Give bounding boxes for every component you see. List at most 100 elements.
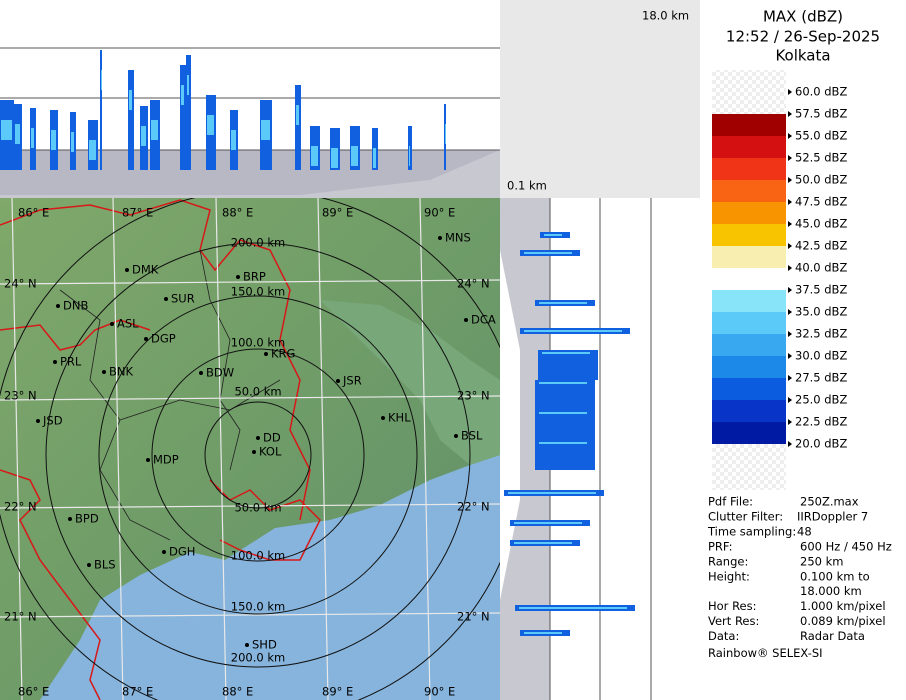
latitude-label: 21° N (457, 610, 490, 624)
longitude-label: 86° E (18, 685, 49, 699)
legend-swatch (712, 180, 786, 202)
legend-title: MAX (dBZ) (763, 8, 843, 26)
legend-swatch (712, 422, 786, 444)
city-dot (381, 416, 385, 420)
legend-tick (788, 309, 792, 315)
city-dot (36, 419, 40, 423)
info-key: Pdf File: (708, 495, 753, 509)
echo (535, 410, 595, 440)
echo (51, 130, 56, 150)
info-value: 0.089 km/pixel (800, 614, 886, 628)
city-dot (56, 304, 60, 308)
city-dot (464, 318, 468, 322)
parallel (0, 503, 500, 509)
city-dot (245, 643, 249, 647)
legend-label: 47.5 dBZ (795, 195, 847, 209)
echo (89, 140, 96, 160)
ring-label: 50.0 km (234, 385, 281, 399)
city-dot (164, 297, 168, 301)
parallel (0, 395, 500, 401)
longitude-label: 89° E (322, 206, 353, 220)
echo (445, 124, 446, 144)
echo (71, 132, 74, 152)
city-label: MNS (445, 231, 471, 245)
city-label: ASL (117, 317, 139, 331)
city-dot (236, 275, 240, 279)
legend-tick (788, 155, 792, 161)
longitude-label: 88° E (222, 685, 253, 699)
ring-label: 100.0 km (231, 549, 285, 563)
legend-label: 30.0 dBZ (795, 349, 847, 363)
city-label: JSR (342, 374, 362, 388)
legend-label: 60.0 dBZ (795, 85, 847, 99)
echo (514, 522, 582, 524)
city-dot (199, 371, 203, 375)
city-label: SHD (252, 638, 277, 652)
legend-tick (788, 441, 792, 447)
map: 86° E 87° E 88° E 89° E 90° E 86° E 87° E 88° E… (0, 198, 500, 700)
echo (535, 440, 595, 470)
info-value: 250 km (800, 555, 843, 569)
legend-tick (788, 177, 792, 183)
legend-tick (788, 353, 792, 359)
city-label: BSL (461, 429, 483, 443)
parallel (0, 279, 500, 285)
echo (296, 105, 299, 125)
legend-swatch (712, 400, 786, 422)
info-key: Clutter Filter: (708, 510, 783, 524)
legend-tick (788, 199, 792, 205)
city-dot (252, 450, 256, 454)
echo (31, 128, 34, 148)
city-label: BDW (206, 366, 234, 380)
city-dot (454, 434, 458, 438)
echo (373, 148, 376, 168)
info-value: IIRDoppler 7 (797, 510, 868, 524)
legend-label: 32.5 dBZ (795, 327, 847, 341)
city-label: BRP (243, 270, 266, 284)
legend-swatch (712, 378, 786, 400)
legend-tick (788, 221, 792, 227)
info-key: Vert Res: (708, 614, 759, 628)
echo (141, 126, 146, 146)
city-dot (146, 458, 150, 462)
parallel (0, 612, 500, 618)
latitude-label: 22° N (4, 500, 37, 514)
legend-swatch (712, 158, 786, 180)
city-label: JSD (42, 414, 63, 428)
legend-label: 52.5 dBZ (795, 151, 847, 165)
legend-tick (788, 111, 792, 117)
legend-swatch (712, 224, 786, 246)
city-dot (102, 370, 106, 374)
latitude-label: 24° N (457, 277, 490, 291)
longitude-label: 90° E (424, 685, 455, 699)
info-key: Time sampling: (707, 525, 796, 539)
legend-swatch (712, 312, 786, 334)
echo (514, 542, 572, 544)
echo (539, 382, 587, 384)
info-key: PRF: (708, 540, 733, 554)
legend-tick (788, 133, 792, 139)
meridian (419, 198, 431, 700)
echo (151, 120, 158, 140)
legend-label: 35.0 dBZ (795, 305, 847, 319)
info-value: 250Z.max (800, 495, 859, 509)
legend-swatch (712, 356, 786, 378)
city-dot (144, 337, 148, 341)
legend-swatch (712, 268, 786, 290)
city-label: DNB (63, 299, 88, 313)
city-dot (110, 322, 114, 326)
echo (311, 146, 318, 166)
legend-tick (788, 419, 792, 425)
latitude-label: 24° N (4, 277, 37, 291)
city-dot (256, 436, 260, 440)
legend-label: 45.0 dBZ (795, 217, 847, 231)
echo (187, 75, 189, 95)
city-label: PRL (60, 355, 82, 369)
legend-tick (788, 397, 792, 403)
legend-label: 57.5 dBZ (795, 107, 847, 121)
ring-label: 200.0 km (231, 236, 285, 250)
city-label: DCA (471, 313, 496, 327)
legend-swatch (712, 290, 786, 312)
echo (180, 65, 186, 170)
latitude-label: 23° N (4, 389, 37, 403)
